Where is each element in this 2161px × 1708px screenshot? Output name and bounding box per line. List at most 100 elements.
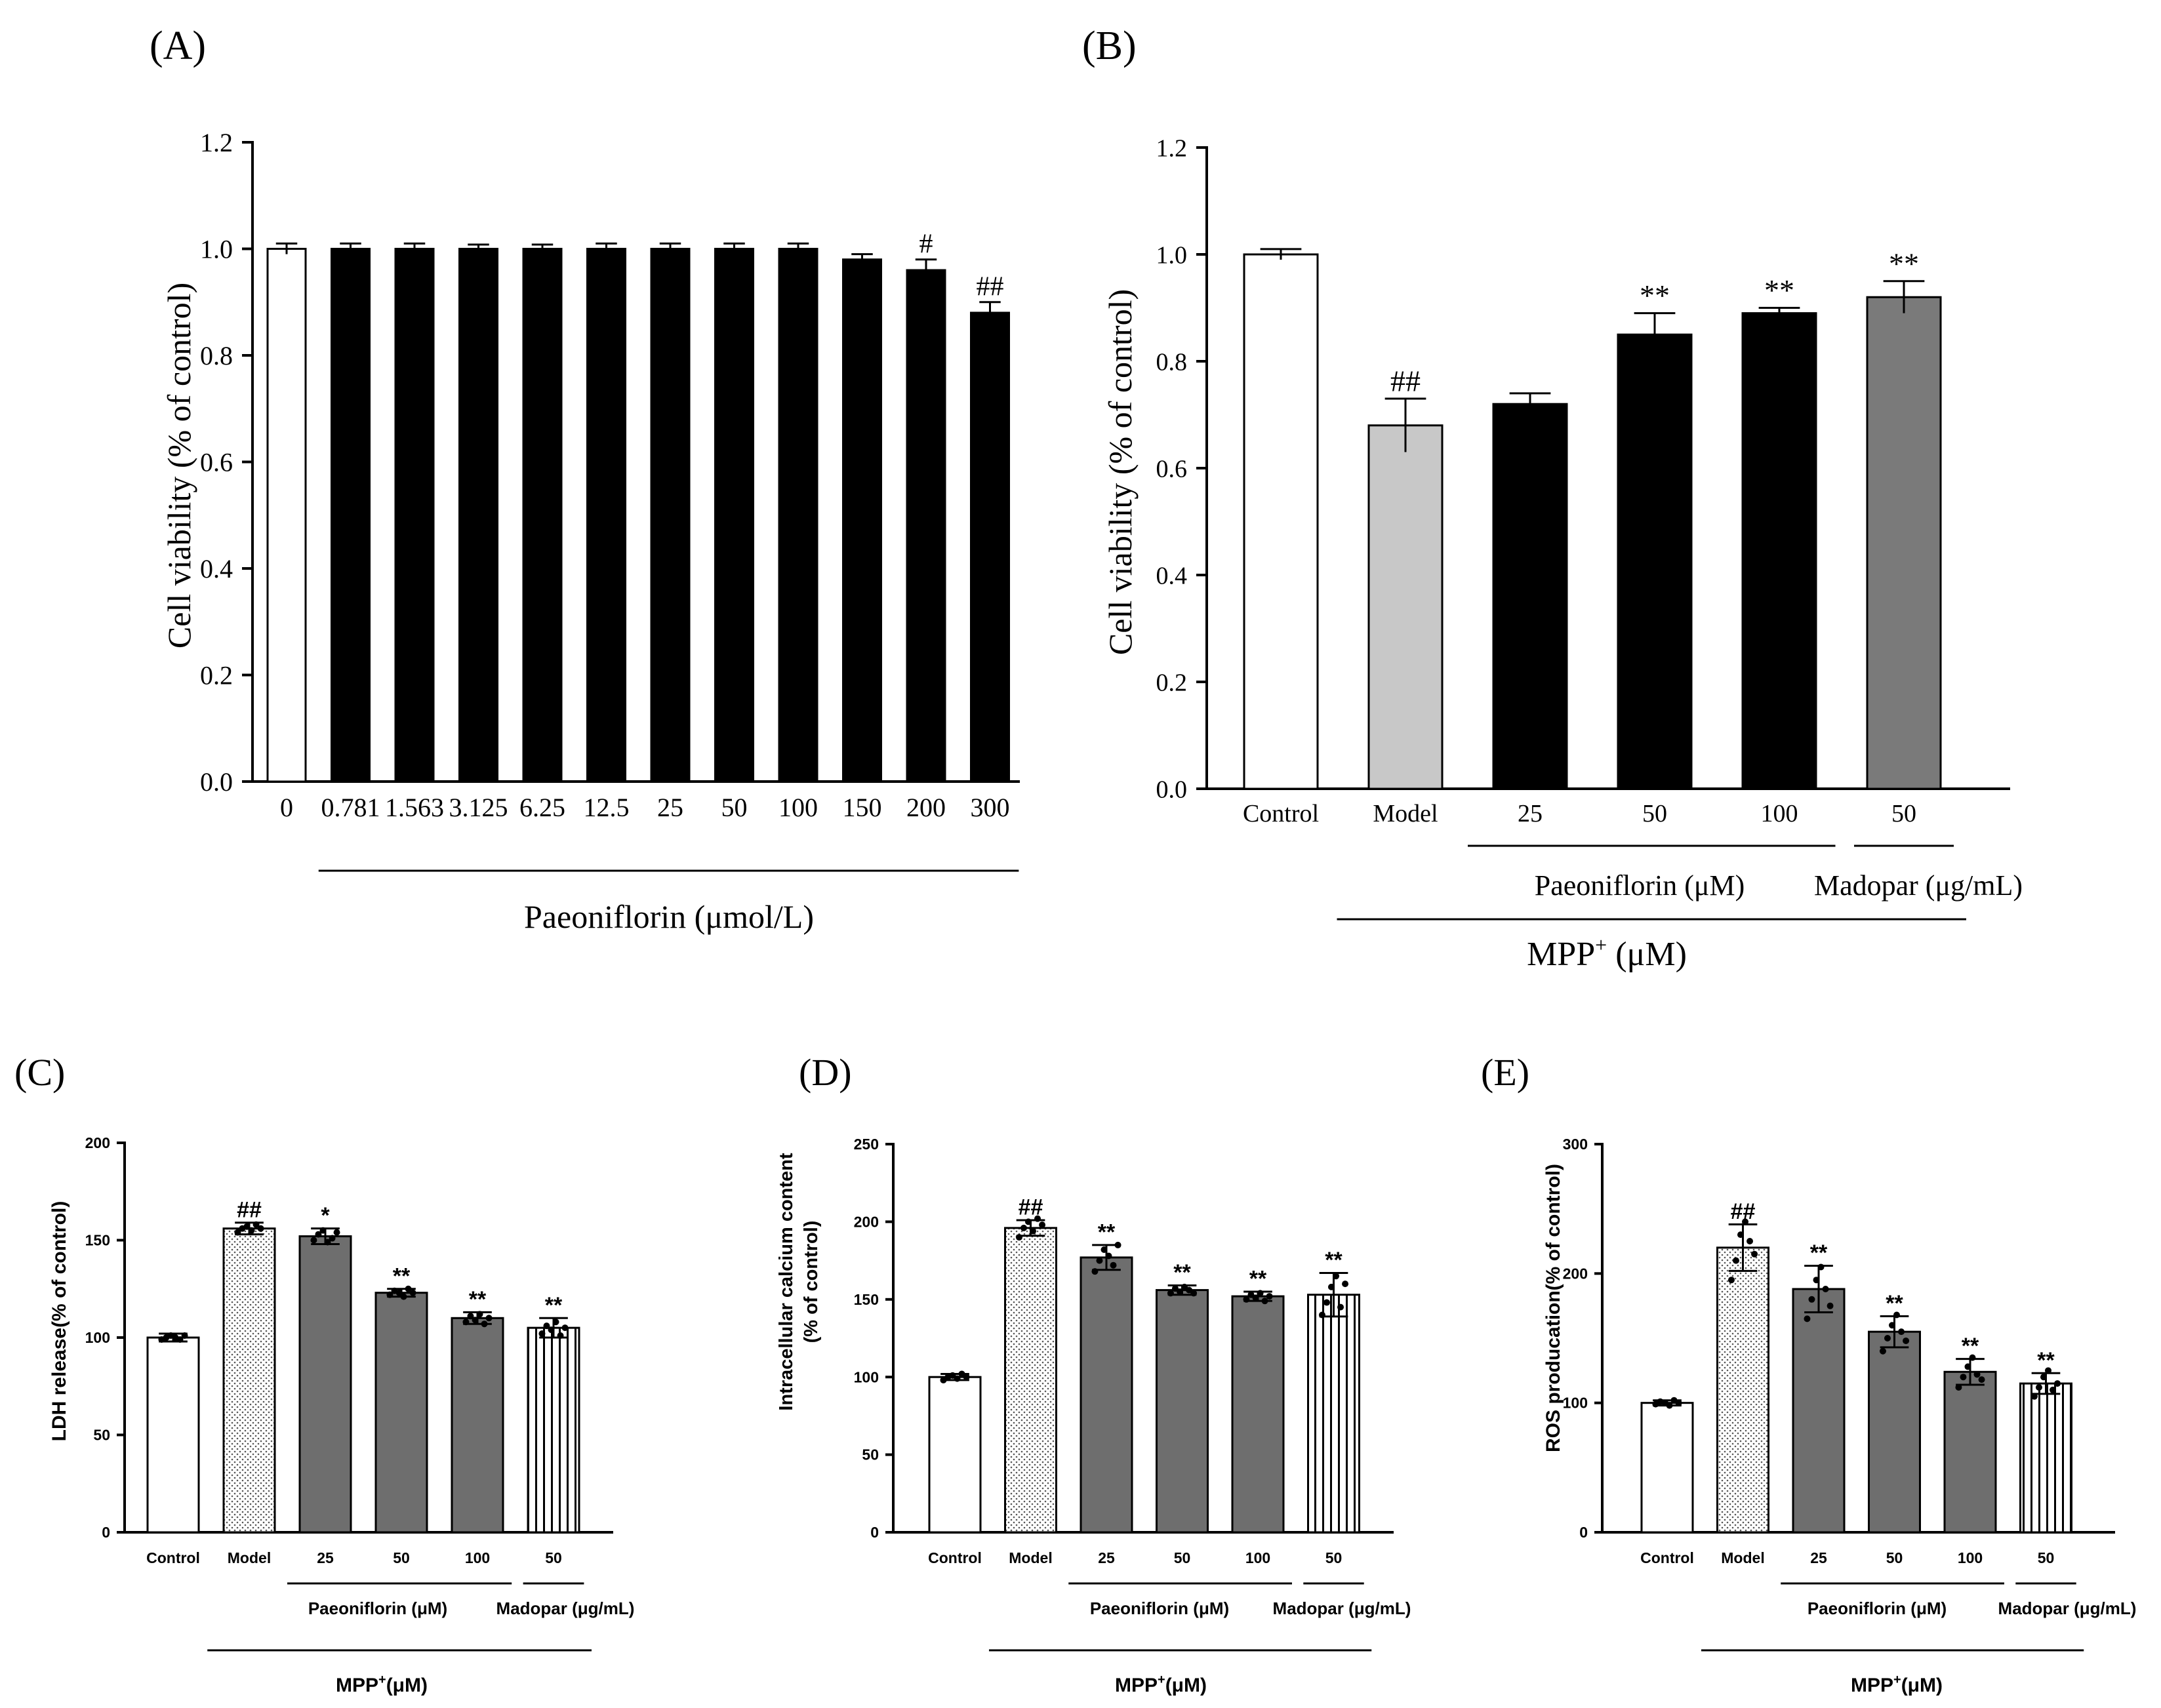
panel-e-data-point xyxy=(1879,1347,1886,1355)
panel-a-category-label: 200 xyxy=(906,793,946,822)
panel-e-data-point xyxy=(1888,1322,1895,1329)
panel-d-category-label: Control xyxy=(928,1549,982,1566)
panel-e-data-point xyxy=(1737,1231,1744,1239)
panel-d-data-point xyxy=(1333,1273,1340,1280)
panel-a-y-tick-label: 1.0 xyxy=(200,235,233,264)
panel-e-data-point xyxy=(1808,1296,1815,1303)
panel-d-data-point xyxy=(940,1376,947,1383)
panel-b-group-paeoniflorin-label: Paeoniflorin (μM) xyxy=(1535,869,1745,902)
panel-c-data-point xyxy=(557,1332,564,1340)
panel-d-data-point xyxy=(954,1375,961,1382)
panel-c-bar xyxy=(298,1235,352,1534)
panel-a-category-label: 50 xyxy=(721,793,748,822)
panel-b-category-label: Model xyxy=(1373,800,1438,827)
panel-e-category-label: 100 xyxy=(1958,1549,1983,1566)
panel-b-category-label: 25 xyxy=(1518,800,1543,827)
panel-c-bar xyxy=(222,1227,276,1534)
panel-e-category-label: Control xyxy=(1640,1549,1694,1566)
panel-e-data-point xyxy=(2030,1393,2038,1400)
panel-a-category-label: 1.563 xyxy=(385,793,444,822)
panel-c-category-label: 25 xyxy=(317,1549,334,1566)
panel-a-category-label: 6.25 xyxy=(519,793,565,822)
panel-d-significance-label: ** xyxy=(1173,1260,1191,1285)
panel-d-data-point xyxy=(1101,1246,1108,1254)
panel-b-y-tick-label: 1.2 xyxy=(1156,134,1188,162)
panel-c-significance-label: ** xyxy=(469,1287,487,1312)
panel-a-bar xyxy=(394,248,435,783)
panel-c-y-tick-label: 150 xyxy=(85,1232,110,1249)
panel-d-group-madopar-label: Madopar (μg/mL) xyxy=(1273,1599,1411,1618)
panel-d-category-label: 25 xyxy=(1098,1549,1115,1566)
panel-b-category-label: 50 xyxy=(1642,800,1667,827)
panel-c-data-point xyxy=(395,1289,403,1296)
panel-c-category-label: Control xyxy=(146,1549,200,1566)
panel-c-data-point xyxy=(476,1311,483,1318)
panel-e-data-point xyxy=(1804,1315,1811,1322)
panel-b-y-tick-label: 0.4 xyxy=(1156,562,1188,589)
panel-e-bar xyxy=(1716,1246,1769,1534)
panel-a-y-tick-label: 0.0 xyxy=(200,767,233,797)
panel-b-y-tick-label: 0.6 xyxy=(1156,455,1188,483)
panel-c-data-point xyxy=(467,1313,474,1320)
panel-d-bar xyxy=(928,1376,982,1534)
panel-b-category-label: Control xyxy=(1243,800,1319,827)
panel-c-supergroup-label: MPP+(μM) xyxy=(336,1673,428,1696)
panel-b-bar xyxy=(1741,312,1817,790)
panel-d-bar xyxy=(1156,1289,1209,1534)
panel-c-y-tick-label: 200 xyxy=(85,1134,110,1151)
panel-d-data-point xyxy=(1015,1234,1022,1241)
panel-b-bar xyxy=(1243,253,1319,790)
panel-a-y-tick-label: 1.2 xyxy=(200,128,233,157)
panel-a-bar xyxy=(906,269,946,783)
panel-d-data-point xyxy=(949,1372,956,1379)
panel-c-group-paeoniflorin-label: Paeoniflorin (μM) xyxy=(308,1599,447,1618)
panel-e-category-label: 25 xyxy=(1810,1549,1827,1566)
panel-d-data-point xyxy=(963,1374,970,1381)
panel-d-supergroup-label: MPP+(μM) xyxy=(1115,1673,1207,1696)
panel-d-data-point xyxy=(1342,1281,1349,1288)
panel-d-label: (D) xyxy=(799,1051,852,1094)
panel-e-plot: 0 100 200 300 Control ## Model ** 25 ** 50 ** 100 ** 5… xyxy=(1563,1136,2115,1652)
panel-d-category-label: 50 xyxy=(1174,1549,1191,1566)
panel-a-bar xyxy=(778,248,818,783)
panel-d-y-tick-label: 250 xyxy=(854,1136,879,1153)
panel-b-y-tick-label: 0.2 xyxy=(1156,669,1188,696)
panel-b-significance-label: ** xyxy=(1889,247,1919,280)
panel-e-data-point xyxy=(1893,1311,1901,1319)
panel-d-bar xyxy=(1307,1294,1360,1534)
panel-d-data-point xyxy=(1030,1227,1037,1235)
panel-b-bar xyxy=(1866,296,1942,790)
panel-e-group-madopar-label: Madopar (μg/mL) xyxy=(1998,1599,2137,1618)
panel-b-y-tick-label: 0.8 xyxy=(1156,348,1188,376)
panel-e-y-tick-label: 300 xyxy=(1563,1136,1588,1153)
panel-c-data-point xyxy=(462,1319,470,1326)
panel-a-ylabel: Cell viability (% of control) xyxy=(161,283,197,648)
panel-a-bar xyxy=(522,248,563,783)
panel-d-category-label: 100 xyxy=(1245,1549,1270,1566)
panel-a-y-tick-label: 0.2 xyxy=(200,661,233,690)
panel-d-data-point xyxy=(958,1370,965,1378)
panel-e-data-point xyxy=(2045,1367,2052,1374)
panel-e-significance-label: ** xyxy=(1962,1334,1979,1359)
panel-d-data-point xyxy=(1020,1224,1027,1231)
panel-c-data-point xyxy=(538,1330,546,1338)
panel-c-significance-label: ## xyxy=(237,1197,262,1222)
panel-b-significance-label: ** xyxy=(1764,273,1794,307)
panel-a-y-tick-label: 0.8 xyxy=(200,341,233,370)
panel-e-data-point xyxy=(1898,1328,1905,1336)
panel-d-data-point xyxy=(1266,1293,1273,1300)
panel-d-significance-label: ## xyxy=(1019,1195,1043,1220)
panel-e-data-point xyxy=(2054,1380,2061,1387)
panel-c-bar xyxy=(146,1336,200,1534)
panel-b-significance-label: ** xyxy=(1640,279,1670,312)
panel-e-data-point xyxy=(1666,1402,1673,1409)
panel-e-bar xyxy=(1943,1370,1997,1534)
panel-a-plot: 0.0 0.2 0.4 0.6 0.8 1.0 1.2 0 0.781 1.563 3.125 6.2… xyxy=(200,128,1020,872)
panel-c-data-point xyxy=(333,1229,340,1236)
panel-b-plot: 0.0 0.2 0.4 0.6 0.8 1.0 1.2 Control ## Model 25 ** 5… xyxy=(1156,134,2010,921)
panel-b: (B) Cell viability (% of control) 0.0 0.2… xyxy=(1082,24,2023,973)
panel-c-data-point xyxy=(243,1223,251,1230)
panel-d-data-point xyxy=(1171,1285,1179,1292)
panel-b-bar xyxy=(1492,403,1568,790)
